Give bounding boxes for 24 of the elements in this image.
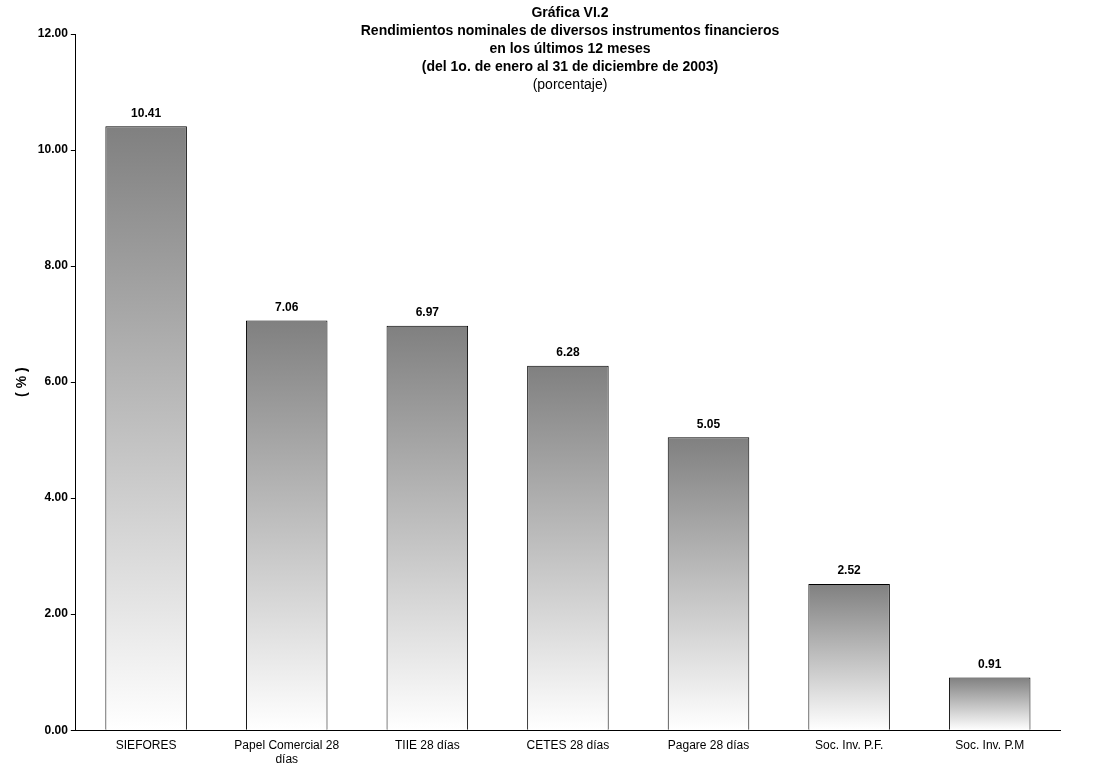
data-label: 10.41 <box>131 105 162 120</box>
y-tick-label: 6.00 <box>44 374 69 389</box>
data-label: 6.28 <box>556 345 580 360</box>
data-label: 0.91 <box>978 656 1002 671</box>
x-tick-label: Soc. Inv. P.M <box>955 737 1025 752</box>
y-tick-label: 10.00 <box>37 142 69 157</box>
y-tick-label: 4.00 <box>44 490 69 505</box>
y-tick-label: 8.00 <box>44 258 69 273</box>
y-tick-label: 12.00 <box>37 26 69 41</box>
x-tick-label: TIIE 28 días <box>394 737 460 752</box>
x-tick-label: SIEFORES <box>115 737 177 752</box>
data-label: 2.52 <box>837 563 862 578</box>
x-tick-label: Pagare 28 días <box>667 737 750 752</box>
y-tick-label: 0.00 <box>44 722 69 737</box>
chart-title: Gráfica VI.2 Rendimientos nominales de diversos instrumentos financieros en los últimos 12 meses (del 1o. de enero al 31 de diciembre de 2003) <box>360 3 780 74</box>
y-axis-title: ( % ) <box>13 367 30 397</box>
data-label: 7.06 <box>275 299 299 314</box>
text: (porcentaje) <box>532 75 608 92</box>
x-tick-label: Soc. Inv. P.F. <box>814 737 884 752</box>
x-tick-label: CETES 28 días <box>526 737 610 752</box>
data-label: 6.97 <box>415 305 440 320</box>
x-tick-label: Papel Comercial 28 días <box>234 737 340 767</box>
y-tick-label: 2.00 <box>44 606 69 621</box>
data-label: 5.05 <box>696 416 721 431</box>
